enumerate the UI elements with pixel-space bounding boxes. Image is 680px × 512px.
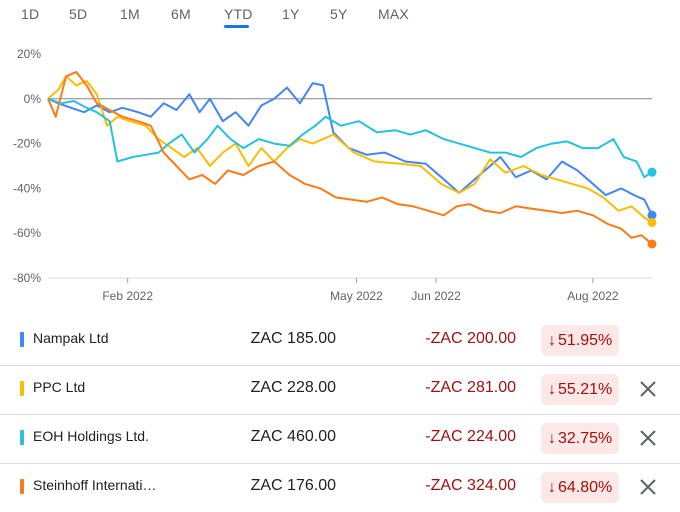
price-change: -ZAC 324.00 <box>425 477 516 494</box>
tab-6m[interactable]: 6M <box>171 6 191 22</box>
y-tick-label: -20% <box>13 137 41 151</box>
series-end-point-2 <box>647 167 657 177</box>
percent-change-value: 64.80% <box>558 479 613 496</box>
percent-change-badge: ↓ 32.75% <box>541 423 620 454</box>
series-color-swatch <box>20 479 24 494</box>
tab-ytd[interactable]: YTD <box>224 6 253 22</box>
stock-name: PPC Ltd <box>33 379 86 395</box>
list-item-nampak[interactable]: Nampak Ltd ZAC 185.00 -ZAC 200.00 ↓ 51.95… <box>0 316 680 365</box>
price-chart: 20% 0% -20% -40% -60% -80% Feb 2022 May 2022 Jun… <box>13 47 657 303</box>
stock-name: Nampak Ltd <box>33 330 109 346</box>
percent-change-value: 32.75% <box>558 430 613 447</box>
x-tick-label: Feb 2022 <box>102 289 153 303</box>
price-change: -ZAC 200.00 <box>425 330 516 347</box>
x-tick-label: Jun 2022 <box>411 289 461 303</box>
stock-name: Steinhoff Internati… <box>33 477 157 493</box>
divider <box>0 463 680 464</box>
series-end-point-1 <box>647 217 657 227</box>
stock-price: ZAC 176.00 <box>250 477 336 494</box>
x-tick-label: Aug 2022 <box>567 289 619 303</box>
y-tick-label: 0% <box>24 92 42 106</box>
percent-change-badge: ↓ 51.95% <box>541 325 620 356</box>
time-range-tabs: 1D 5D 1M 6M YTD 1Y 5Y MAX <box>0 0 680 30</box>
list-item-steinhoff[interactable]: Steinhoff Internati… ZAC 176.00 -ZAC 324… <box>0 463 680 512</box>
series-line-2 <box>47 97 653 179</box>
series-color-swatch <box>20 381 24 396</box>
percent-change-badge: ↓ 64.80% <box>541 472 620 503</box>
price-change: -ZAC 281.00 <box>425 379 516 396</box>
x-tick-label: May 2022 <box>330 289 383 303</box>
series-line-3 <box>47 70 653 245</box>
y-tick-label: -60% <box>13 226 41 240</box>
tab-1d[interactable]: 1D <box>21 6 40 22</box>
series-line-1 <box>47 75 653 224</box>
stock-name: EOH Holdings Ltd. <box>33 428 149 444</box>
stock-price: ZAC 185.00 <box>250 330 336 347</box>
percent-change-value: 51.95% <box>558 332 613 349</box>
series-color-swatch <box>20 332 24 347</box>
divider <box>0 365 680 366</box>
arrow-down-icon: ↓ <box>548 381 556 398</box>
tab-1m[interactable]: 1M <box>120 6 140 22</box>
close-icon[interactable] <box>636 475 660 499</box>
y-tick-label: -40% <box>13 181 41 195</box>
close-icon[interactable] <box>636 377 660 401</box>
divider <box>0 414 680 415</box>
series-end-point-3 <box>647 239 657 249</box>
active-tab-indicator <box>224 25 249 28</box>
arrow-down-icon: ↓ <box>548 332 556 349</box>
percent-change-badge: ↓ 55.21% <box>541 374 620 405</box>
tab-max[interactable]: MAX <box>378 6 409 22</box>
price-change: -ZAC 224.00 <box>425 428 516 445</box>
tab-5d[interactable]: 5D <box>69 6 88 22</box>
percent-change-value: 55.21% <box>558 381 613 398</box>
stock-price: ZAC 460.00 <box>250 428 336 445</box>
y-tick-label: -80% <box>13 271 41 285</box>
y-tick-label: 20% <box>17 47 41 61</box>
stock-price: ZAC 228.00 <box>250 379 336 396</box>
tab-5y[interactable]: 5Y <box>330 6 348 22</box>
series-line-0 <box>47 82 653 216</box>
series-color-swatch <box>20 430 24 445</box>
tab-1y[interactable]: 1Y <box>282 6 300 22</box>
close-icon[interactable] <box>636 426 660 450</box>
series-end-point-0 <box>647 210 657 220</box>
arrow-down-icon: ↓ <box>548 430 556 447</box>
arrow-down-icon: ↓ <box>548 479 556 496</box>
list-item-eoh[interactable]: EOH Holdings Ltd. ZAC 460.00 -ZAC 224.00… <box>0 414 680 463</box>
list-item-ppc[interactable]: PPC Ltd ZAC 228.00 -ZAC 281.00 ↓ 55.21% <box>0 365 680 414</box>
